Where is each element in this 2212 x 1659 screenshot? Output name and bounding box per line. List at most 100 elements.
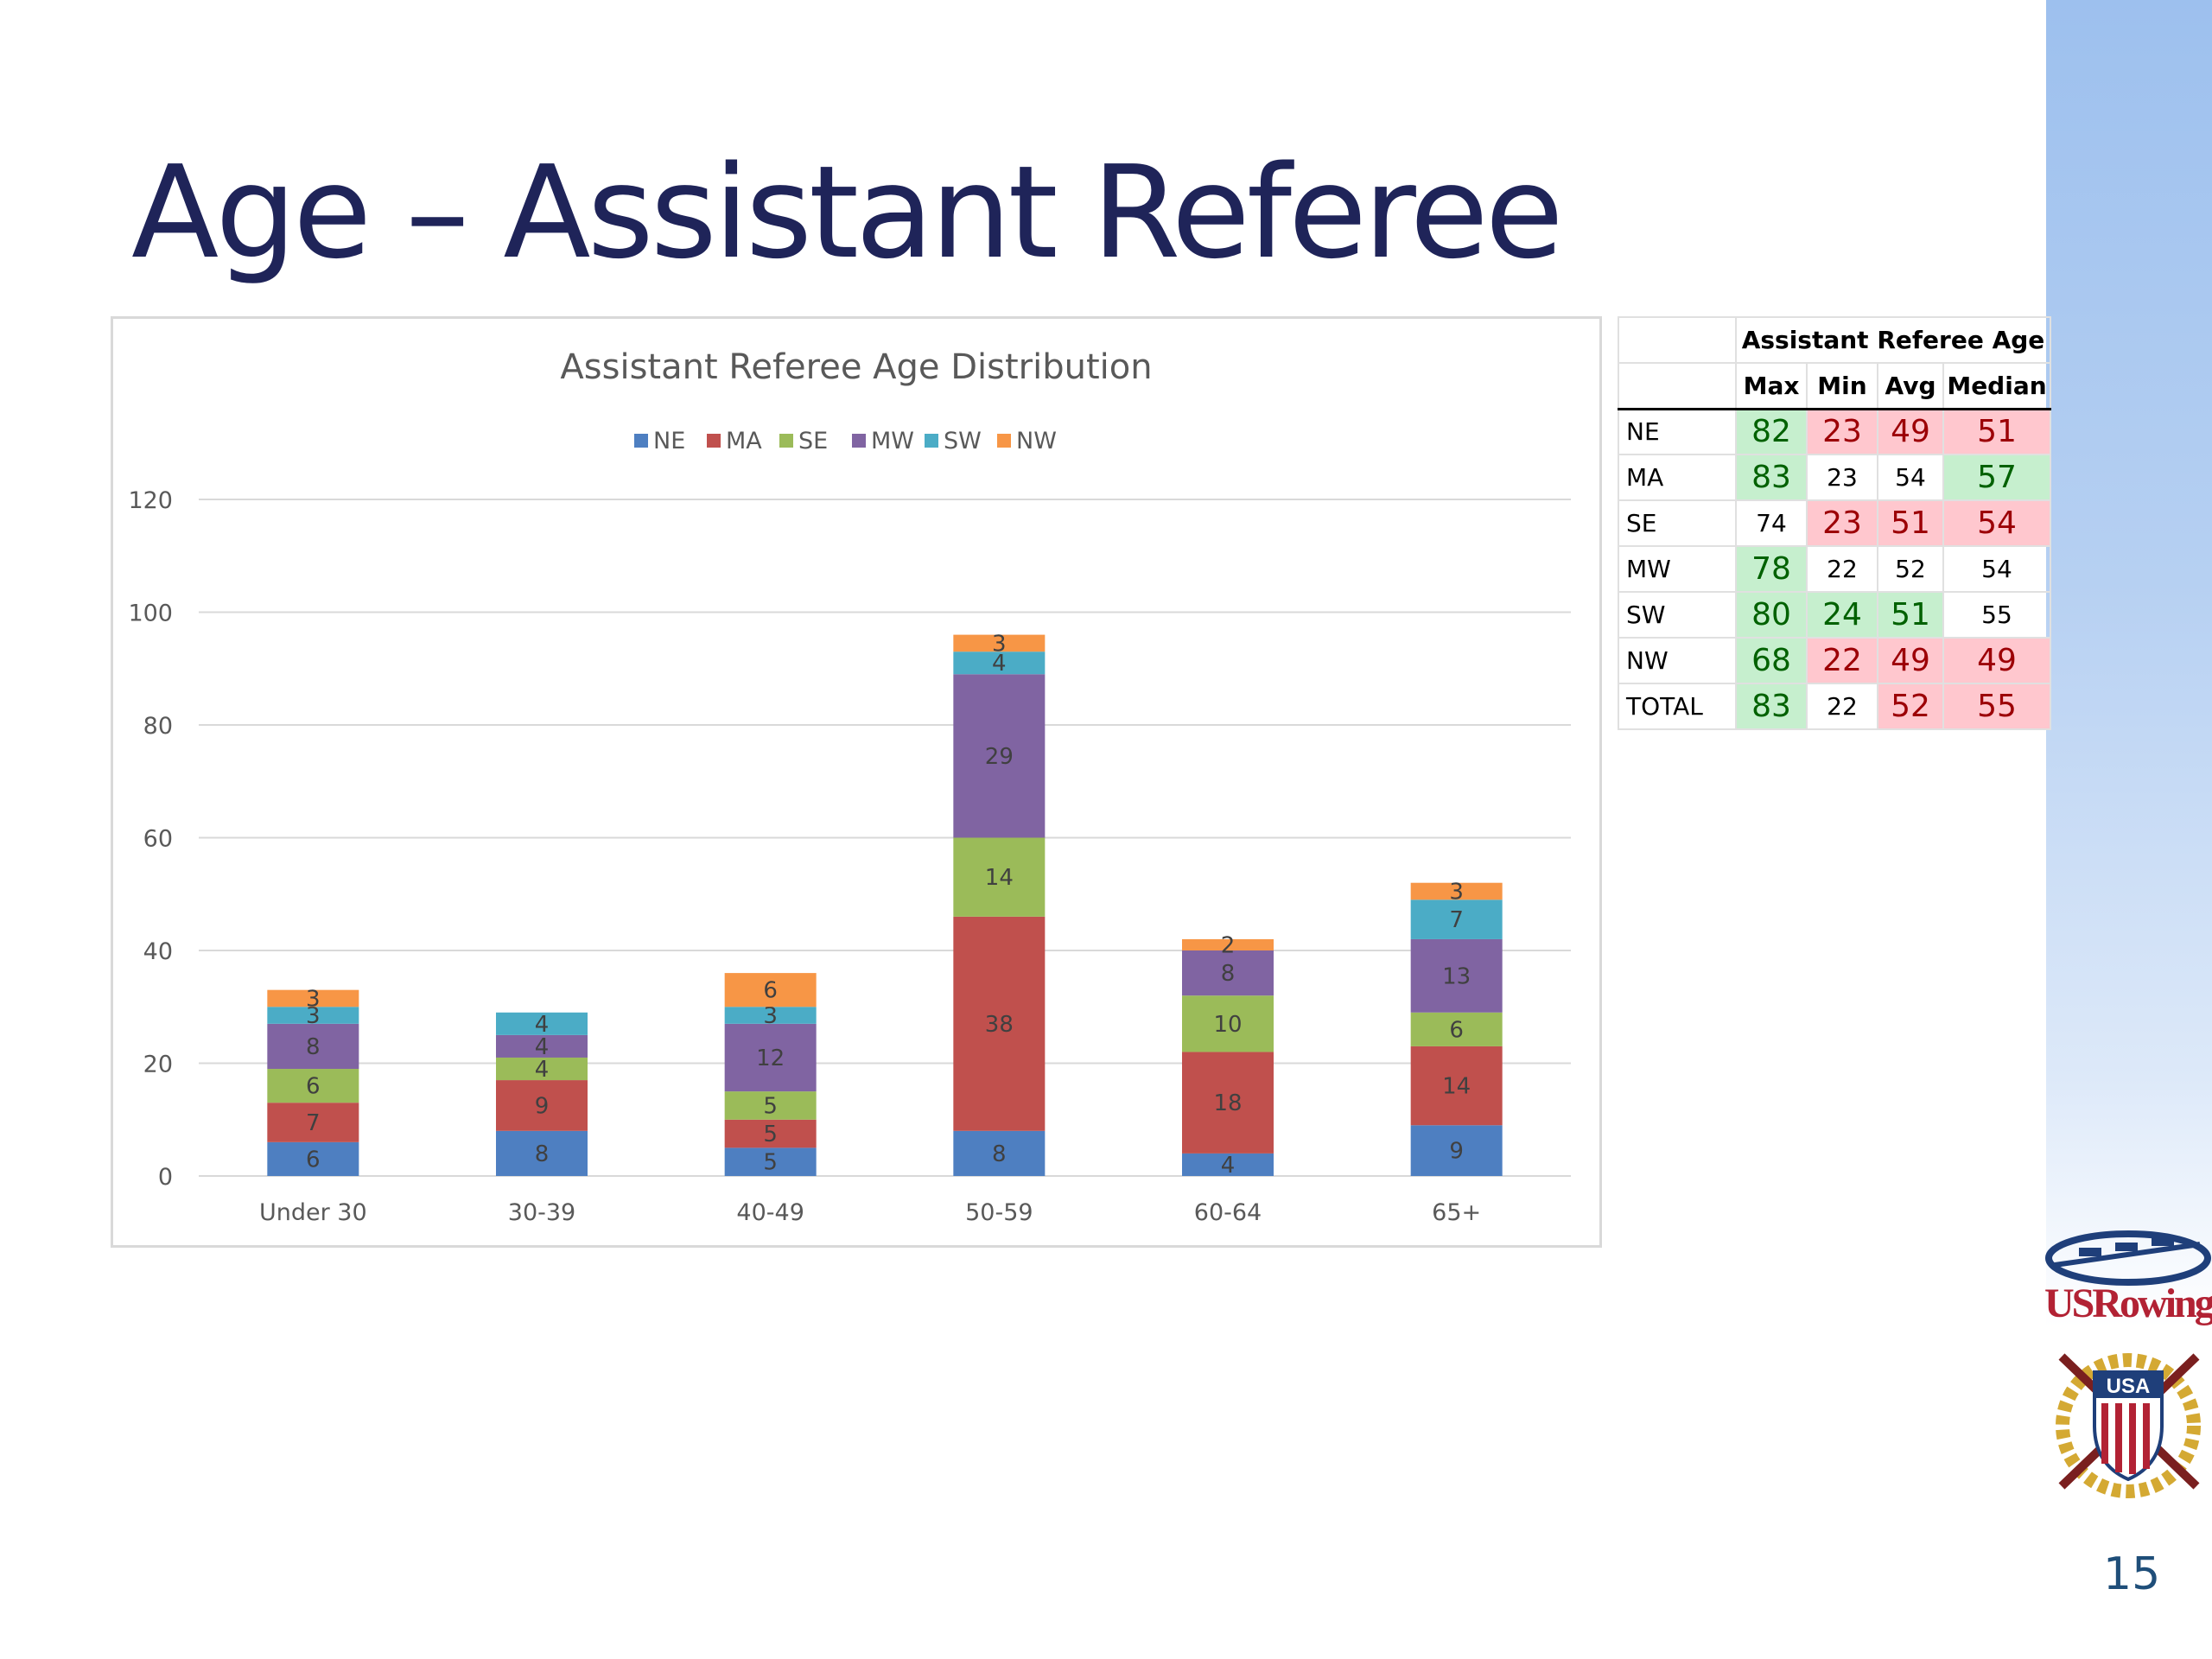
usa-seal-icon: USA: [2056, 1353, 2201, 1498]
data-label: 8: [306, 1034, 321, 1060]
x-tick-label: Under 30: [259, 1199, 367, 1226]
column-header-avg: Avg: [1877, 362, 1944, 410]
bar-segment-mw: [267, 1023, 359, 1070]
x-tick-label: 30-39: [508, 1199, 575, 1226]
x-tick-label: 65+: [1432, 1199, 1481, 1226]
chart-legend: NE MA SE MW SW NW: [634, 428, 1057, 454]
column-header-min: Min: [1806, 362, 1878, 410]
table-cell-median: 54: [1942, 499, 2051, 547]
table-cell-avg: 51: [1877, 499, 1944, 547]
table-corner-cell: [1618, 362, 1737, 410]
row-label: MW: [1618, 545, 1737, 593]
bar-segment-sw: [267, 1007, 359, 1024]
bar-segment-ne: [1410, 1125, 1503, 1176]
legend-item-ne: NE: [634, 428, 685, 454]
bar-segment-nw: [267, 989, 359, 1007]
age-summary-table: Assistant Referee Age Max Min Avg Median NE 82…: [1618, 316, 2051, 730]
table-cell-min: 23: [1806, 408, 1878, 455]
table-cell-min: 22: [1806, 683, 1878, 730]
x-tick-label: 50-59: [965, 1199, 1033, 1226]
bar-stack-0: 6 7 6 8 33: [267, 986, 359, 1176]
bar-segment-ne: [724, 1147, 817, 1176]
data-label: 8: [1221, 961, 1236, 987]
bar-stack-2: 5 5 5 12 36: [724, 973, 817, 1176]
table-row: MW 78 22 52 54: [1618, 545, 2051, 593]
table-cell-avg: 52: [1877, 545, 1944, 593]
bar-segment-se: [953, 837, 1046, 917]
chart-gridlines: 0 20 40 60 80 100 120: [128, 487, 1571, 1191]
data-label: 4: [535, 1034, 550, 1060]
table-cell-avg: 51: [1877, 591, 1944, 639]
legend-swatch: [779, 434, 793, 448]
bar-segment-nw: [724, 973, 817, 1007]
bar-stack-5: 9 14 6 13 73: [1410, 879, 1503, 1176]
data-label: 4: [535, 1057, 550, 1083]
legend-item-mw: MW: [852, 428, 914, 454]
table-cell-max: 68: [1735, 637, 1808, 684]
x-tick-label: 40-49: [736, 1199, 804, 1226]
bar-segment-sw: [496, 1012, 588, 1035]
rowing-shell-icon: [2045, 1230, 2211, 1286]
chart-bars: 6768338944455512368381429434181082914613…: [267, 631, 1503, 1179]
data-label: 3: [306, 986, 321, 1012]
slide-title: Age – Assistant Referee: [131, 138, 1564, 287]
table-title-row: Assistant Referee Age: [1618, 316, 2051, 364]
bar-segment-ma: [953, 916, 1046, 1131]
bar-segment-mw: [1410, 938, 1503, 1013]
table-cell-median: 55: [1942, 683, 2051, 730]
data-label: 5: [763, 1122, 778, 1147]
data-label: 7: [306, 1110, 321, 1136]
bar-segment-ne: [267, 1141, 359, 1176]
table-header-row: Max Min Avg Median: [1618, 362, 2051, 410]
legend-swatch: [997, 434, 1011, 448]
data-label: 5: [763, 1150, 778, 1176]
data-label: 14: [985, 865, 1014, 891]
data-label: 4: [1221, 1153, 1236, 1179]
bar-segment-ma: [267, 1103, 359, 1142]
data-label: 12: [756, 1046, 785, 1071]
table-cell-max: 83: [1735, 454, 1808, 501]
table-cell-median: 54: [1942, 545, 2051, 593]
data-label: 4: [535, 1012, 550, 1038]
bar-segment-ma: [1182, 1052, 1274, 1154]
bar-segment-ne: [1182, 1153, 1274, 1176]
bar-segment-se: [1410, 1012, 1503, 1046]
legend-swatch: [925, 434, 938, 448]
row-label: NW: [1618, 637, 1737, 684]
table-cell-min: 23: [1806, 454, 1878, 501]
table-title: Assistant Referee Age: [1735, 316, 2051, 364]
row-label: SW: [1618, 591, 1737, 639]
legend-swatch: [852, 434, 866, 448]
data-label: 8: [535, 1141, 550, 1167]
bar-segment-nw: [1410, 882, 1503, 900]
y-tick-label: 20: [143, 1052, 173, 1078]
usa-seal-text: USA: [2107, 1375, 2151, 1398]
y-tick-label: 0: [158, 1164, 173, 1191]
bar-segment-ma: [1410, 1046, 1503, 1126]
table-row: TOTAL 83 22 52 55: [1618, 683, 2051, 730]
table-corner-cell: [1618, 316, 1737, 364]
legend-swatch: [634, 434, 648, 448]
legend-label: MA: [726, 428, 762, 454]
bar-segment-ma: [724, 1119, 817, 1148]
data-label: 14: [1442, 1074, 1471, 1100]
usrowing-logo: USRowing USA: [2044, 1230, 2212, 1498]
data-label: 6: [763, 978, 778, 1004]
legend-item-sw: SW: [925, 428, 982, 454]
data-label: 3: [992, 631, 1007, 657]
bar-segment-sw: [953, 652, 1046, 675]
data-label: 9: [535, 1093, 550, 1119]
bar-segment-mw: [953, 674, 1046, 838]
bar-segment-ne: [496, 1130, 588, 1176]
data-label: 38: [985, 1012, 1014, 1038]
bar-segment-se: [496, 1057, 588, 1081]
legend-swatch: [707, 434, 721, 448]
stacked-bar-chart: Assistant Referee Age Distribution NE MA S…: [128, 347, 1571, 1226]
table-cell-max: 82: [1735, 408, 1808, 455]
data-label: 6: [1449, 1017, 1464, 1043]
table-cell-avg: 52: [1877, 683, 1944, 730]
data-label: 6: [306, 1074, 321, 1100]
table-cell-min: 24: [1806, 591, 1878, 639]
bar-segment-mw: [724, 1023, 817, 1092]
legend-label: SE: [798, 428, 828, 454]
